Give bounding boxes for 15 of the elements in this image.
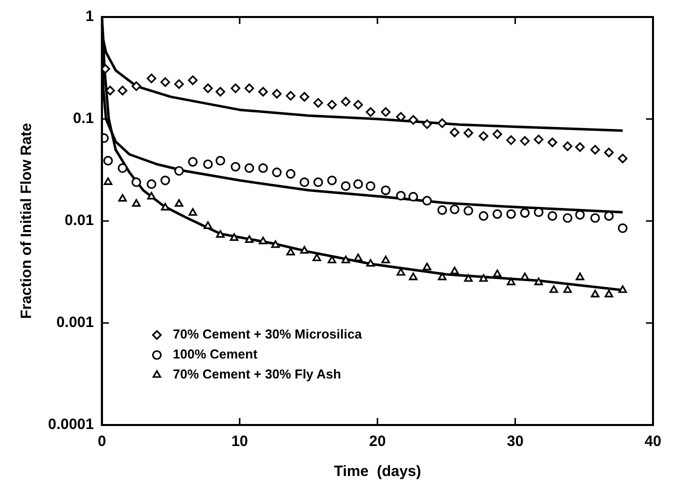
x-tick-label: 20 [369,433,386,450]
x-axis-title: Time (days) [334,463,422,480]
y-tick-label: 0.001 [56,314,94,332]
y-tick-label: 0.1 [73,110,94,128]
y-axis-title: Fraction of Initial Flow Rate [18,123,36,319]
x-tick-label: 10 [231,433,248,450]
y-tick-label: 0.01 [64,212,94,230]
legend-label: 100% Cement [172,346,258,362]
legend-label: 70% Cement + 30% Microsilica [172,326,363,342]
legend-label: 70% Cement + 30% Fly Ash [172,366,342,382]
x-tick-label: 40 [644,433,662,450]
x-tick-label: 30 [506,433,524,450]
y-tick-label: 0.0001 [48,416,94,434]
x-tick-label: 0 [98,433,106,450]
y-tick-label: 1 [86,8,94,26]
